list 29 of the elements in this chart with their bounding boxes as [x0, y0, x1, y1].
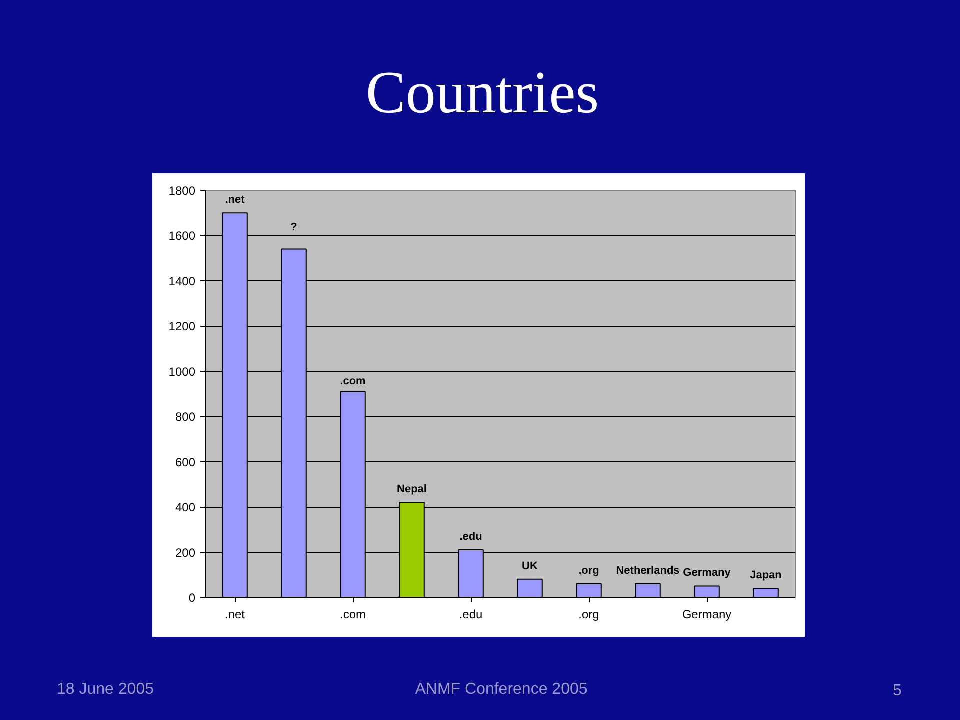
data-label: .net: [225, 194, 246, 206]
text: 18 June 2005: [57, 681, 154, 698]
x-tick-label: .com: [340, 608, 366, 622]
y-tick-label: 1600: [168, 229, 196, 244]
data-label: Netherlands: [616, 564, 680, 577]
data-label: UK: [522, 560, 538, 572]
data-label: Nepal: [397, 484, 427, 496]
data-label: .com: [340, 376, 366, 388]
x-tick-label: .org: [578, 608, 600, 622]
y-tick-label: 0: [188, 591, 196, 605]
y-tick-label: 1400: [168, 274, 196, 288]
data-label: Germany: [683, 567, 732, 580]
chart-title: Countries: [366, 60, 600, 126]
y-tick-label: 1200: [168, 320, 196, 334]
text: ANMF Conference 2005: [415, 681, 588, 698]
x-tick-label: .edu: [459, 608, 483, 622]
y-tick-label: 400: [175, 500, 196, 515]
y-tick-label: 800: [175, 410, 196, 424]
text: 5: [893, 682, 902, 700]
x-tick-label: Germany: [682, 608, 732, 622]
y-tick-label: 600: [175, 455, 196, 470]
data-label: .edu: [460, 531, 482, 544]
data-label: ?: [290, 222, 298, 234]
y-tick-label: 200: [175, 546, 196, 560]
y-tick-label: 1000: [168, 364, 196, 379]
x-tick-label: .net: [224, 608, 246, 622]
y-tick-label: 1800: [168, 184, 196, 198]
data-label: Japan: [750, 569, 782, 582]
data-label: .org: [578, 564, 600, 577]
